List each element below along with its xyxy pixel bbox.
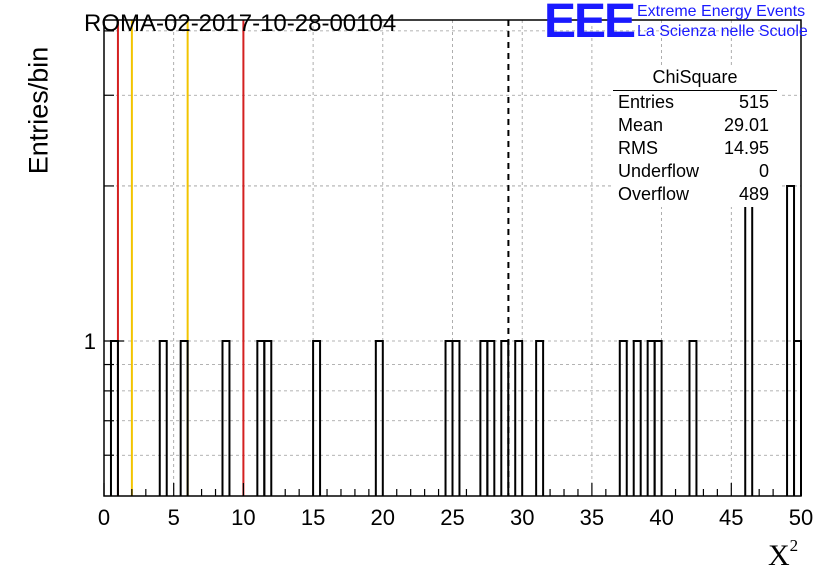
histogram-bin xyxy=(632,339,642,496)
stats-key: Mean xyxy=(618,115,664,135)
stats-key: Underflow xyxy=(618,161,700,181)
histogram-bin xyxy=(263,339,273,496)
histogram-bin xyxy=(618,339,628,496)
stats-value: 489 xyxy=(738,184,769,204)
chart-title: ROMA-02-2017-10-28-00104 xyxy=(84,10,397,37)
stats-box: ChiSquare Entries 515 Mean 29.01 RMS 14.… xyxy=(611,67,779,207)
stats-row-underflow: Underflow 0 xyxy=(618,161,769,183)
histogram-bin xyxy=(312,339,322,496)
x-tick-label: 30 xyxy=(510,505,534,530)
eee-logo: EEE xyxy=(544,0,636,48)
histogram-bin xyxy=(514,339,524,496)
histogram-bin xyxy=(374,339,384,496)
stats-key: Entries xyxy=(618,92,675,112)
x-tick-label: 5 xyxy=(168,505,180,530)
histogram-bin xyxy=(158,339,168,496)
x-tick-label: 35 xyxy=(580,505,604,530)
stats-value: 14.95 xyxy=(723,138,769,158)
stats-row-mean: Mean 29.01 xyxy=(618,115,769,137)
y-tick-label: 1 xyxy=(84,329,96,354)
x-tick-label: 20 xyxy=(371,505,395,530)
stats-value: 515 xyxy=(738,92,769,112)
histogram-bin xyxy=(486,339,496,496)
stats-value: 29.01 xyxy=(723,115,769,135)
logo-text-line-2: La Scienza nelle Scuole xyxy=(637,23,808,40)
stats-key: RMS xyxy=(618,138,658,158)
histogram-bin xyxy=(221,339,231,496)
x-tick-label: 25 xyxy=(440,505,464,530)
stats-title: ChiSquare xyxy=(652,67,738,87)
stats-key: Overflow xyxy=(618,184,690,204)
histogram-bin xyxy=(179,339,189,496)
logo-text-line-1: Extreme Energy Events xyxy=(637,3,806,20)
histogram-bin xyxy=(451,339,461,496)
x-axis-label-base: X xyxy=(768,539,790,572)
axis-ticks-layer: 0 5 10 15 20 25 30 35 40 45 50 1 xyxy=(84,30,813,530)
histogram-bin xyxy=(688,339,698,496)
stats-row-overflow: Overflow 489 xyxy=(618,184,769,206)
stats-value: 0 xyxy=(758,161,769,181)
histogram-bin xyxy=(500,339,510,496)
stats-row-entries: Entries 515 xyxy=(618,92,769,114)
x-tick-label: 15 xyxy=(301,505,325,530)
histogram-bin xyxy=(535,339,545,496)
x-axis-label-superscript: 2 xyxy=(789,536,799,555)
x-tick-label: 50 xyxy=(789,505,813,530)
stats-title-underline xyxy=(613,90,777,91)
stats-row-rms: RMS 14.95 xyxy=(618,138,769,160)
histogram-bin xyxy=(653,339,663,496)
x-tick-label: 0 xyxy=(98,505,110,530)
x-tick-label: 10 xyxy=(231,505,255,530)
x-axis-label: X2 xyxy=(768,536,798,573)
x-tick-label: 45 xyxy=(719,505,743,530)
y-axis-label: Entries/bin xyxy=(23,46,54,175)
x-tick-label: 40 xyxy=(649,505,673,530)
